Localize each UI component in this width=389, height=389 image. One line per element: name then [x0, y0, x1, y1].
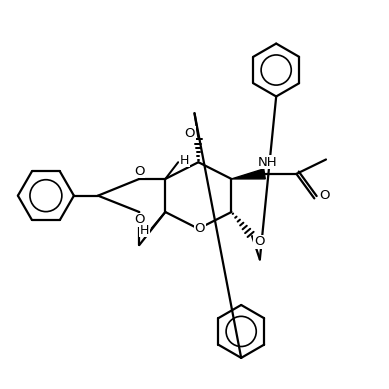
Text: NH: NH: [258, 156, 277, 169]
Text: H: H: [180, 154, 189, 167]
Text: O: O: [319, 189, 329, 202]
Text: H: H: [140, 224, 149, 237]
Text: O: O: [195, 222, 205, 235]
Text: O: O: [134, 165, 144, 178]
Text: O: O: [185, 127, 195, 140]
Text: O: O: [134, 213, 144, 226]
Text: O: O: [254, 235, 264, 249]
Polygon shape: [231, 169, 265, 179]
